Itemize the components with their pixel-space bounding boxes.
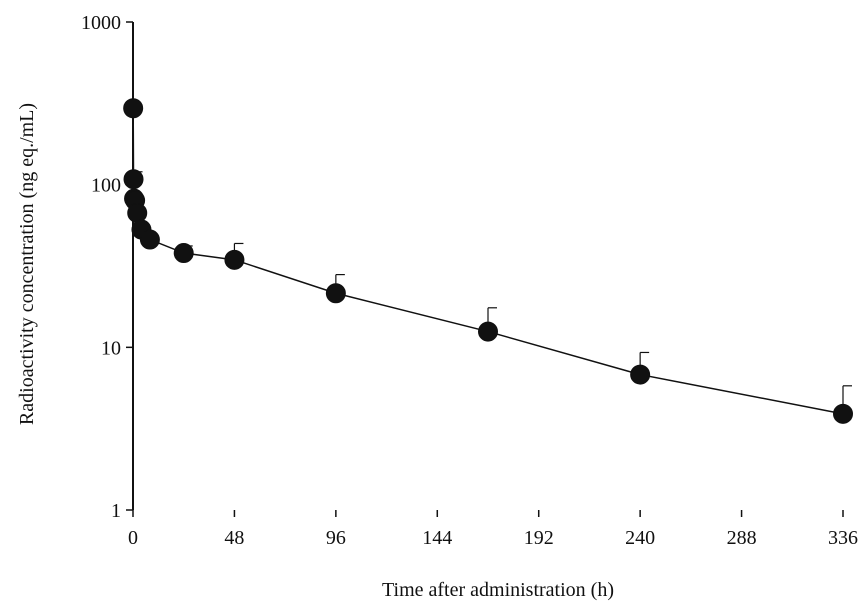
- y-axis-ticks: 1 10 100 1000: [81, 12, 133, 522]
- y-tick-label: 100: [91, 175, 121, 197]
- y-tick-label: 1: [111, 500, 121, 522]
- x-tick-label: 288: [727, 527, 757, 549]
- x-tick-label: 144: [422, 527, 452, 549]
- y-tick-label: 10: [101, 337, 121, 359]
- x-axis-ticks: 0 48 96 144 192 240 288 336: [128, 510, 858, 549]
- data-point: [123, 169, 144, 190]
- y-axis-title: Radioactivity concentration (ng eq./mL): [16, 103, 38, 425]
- data-point: [630, 364, 651, 385]
- x-tick-label: 48: [224, 527, 244, 549]
- data-point: [123, 98, 144, 119]
- data-point: [325, 283, 346, 304]
- data-point: [833, 403, 853, 424]
- data-point: [478, 321, 498, 342]
- data-point: [173, 243, 194, 264]
- x-tick-label: 96: [326, 527, 346, 549]
- x-tick-label: 240: [625, 527, 655, 549]
- data-point: [127, 202, 148, 223]
- data-point: [224, 249, 245, 270]
- x-axis-title: Time after administration (h): [382, 579, 614, 601]
- data-point: [139, 229, 160, 250]
- x-tick-label: 0: [128, 527, 138, 549]
- x-tick-label: 336: [828, 527, 858, 549]
- plot-area: 1 10 100 1000 0 48 96 144 192 240 288 336: [81, 12, 858, 549]
- error-bars: [132, 171, 852, 414]
- data-points: [123, 98, 853, 424]
- x-tick-label: 192: [524, 527, 554, 549]
- y-tick-label: 1000: [81, 12, 121, 34]
